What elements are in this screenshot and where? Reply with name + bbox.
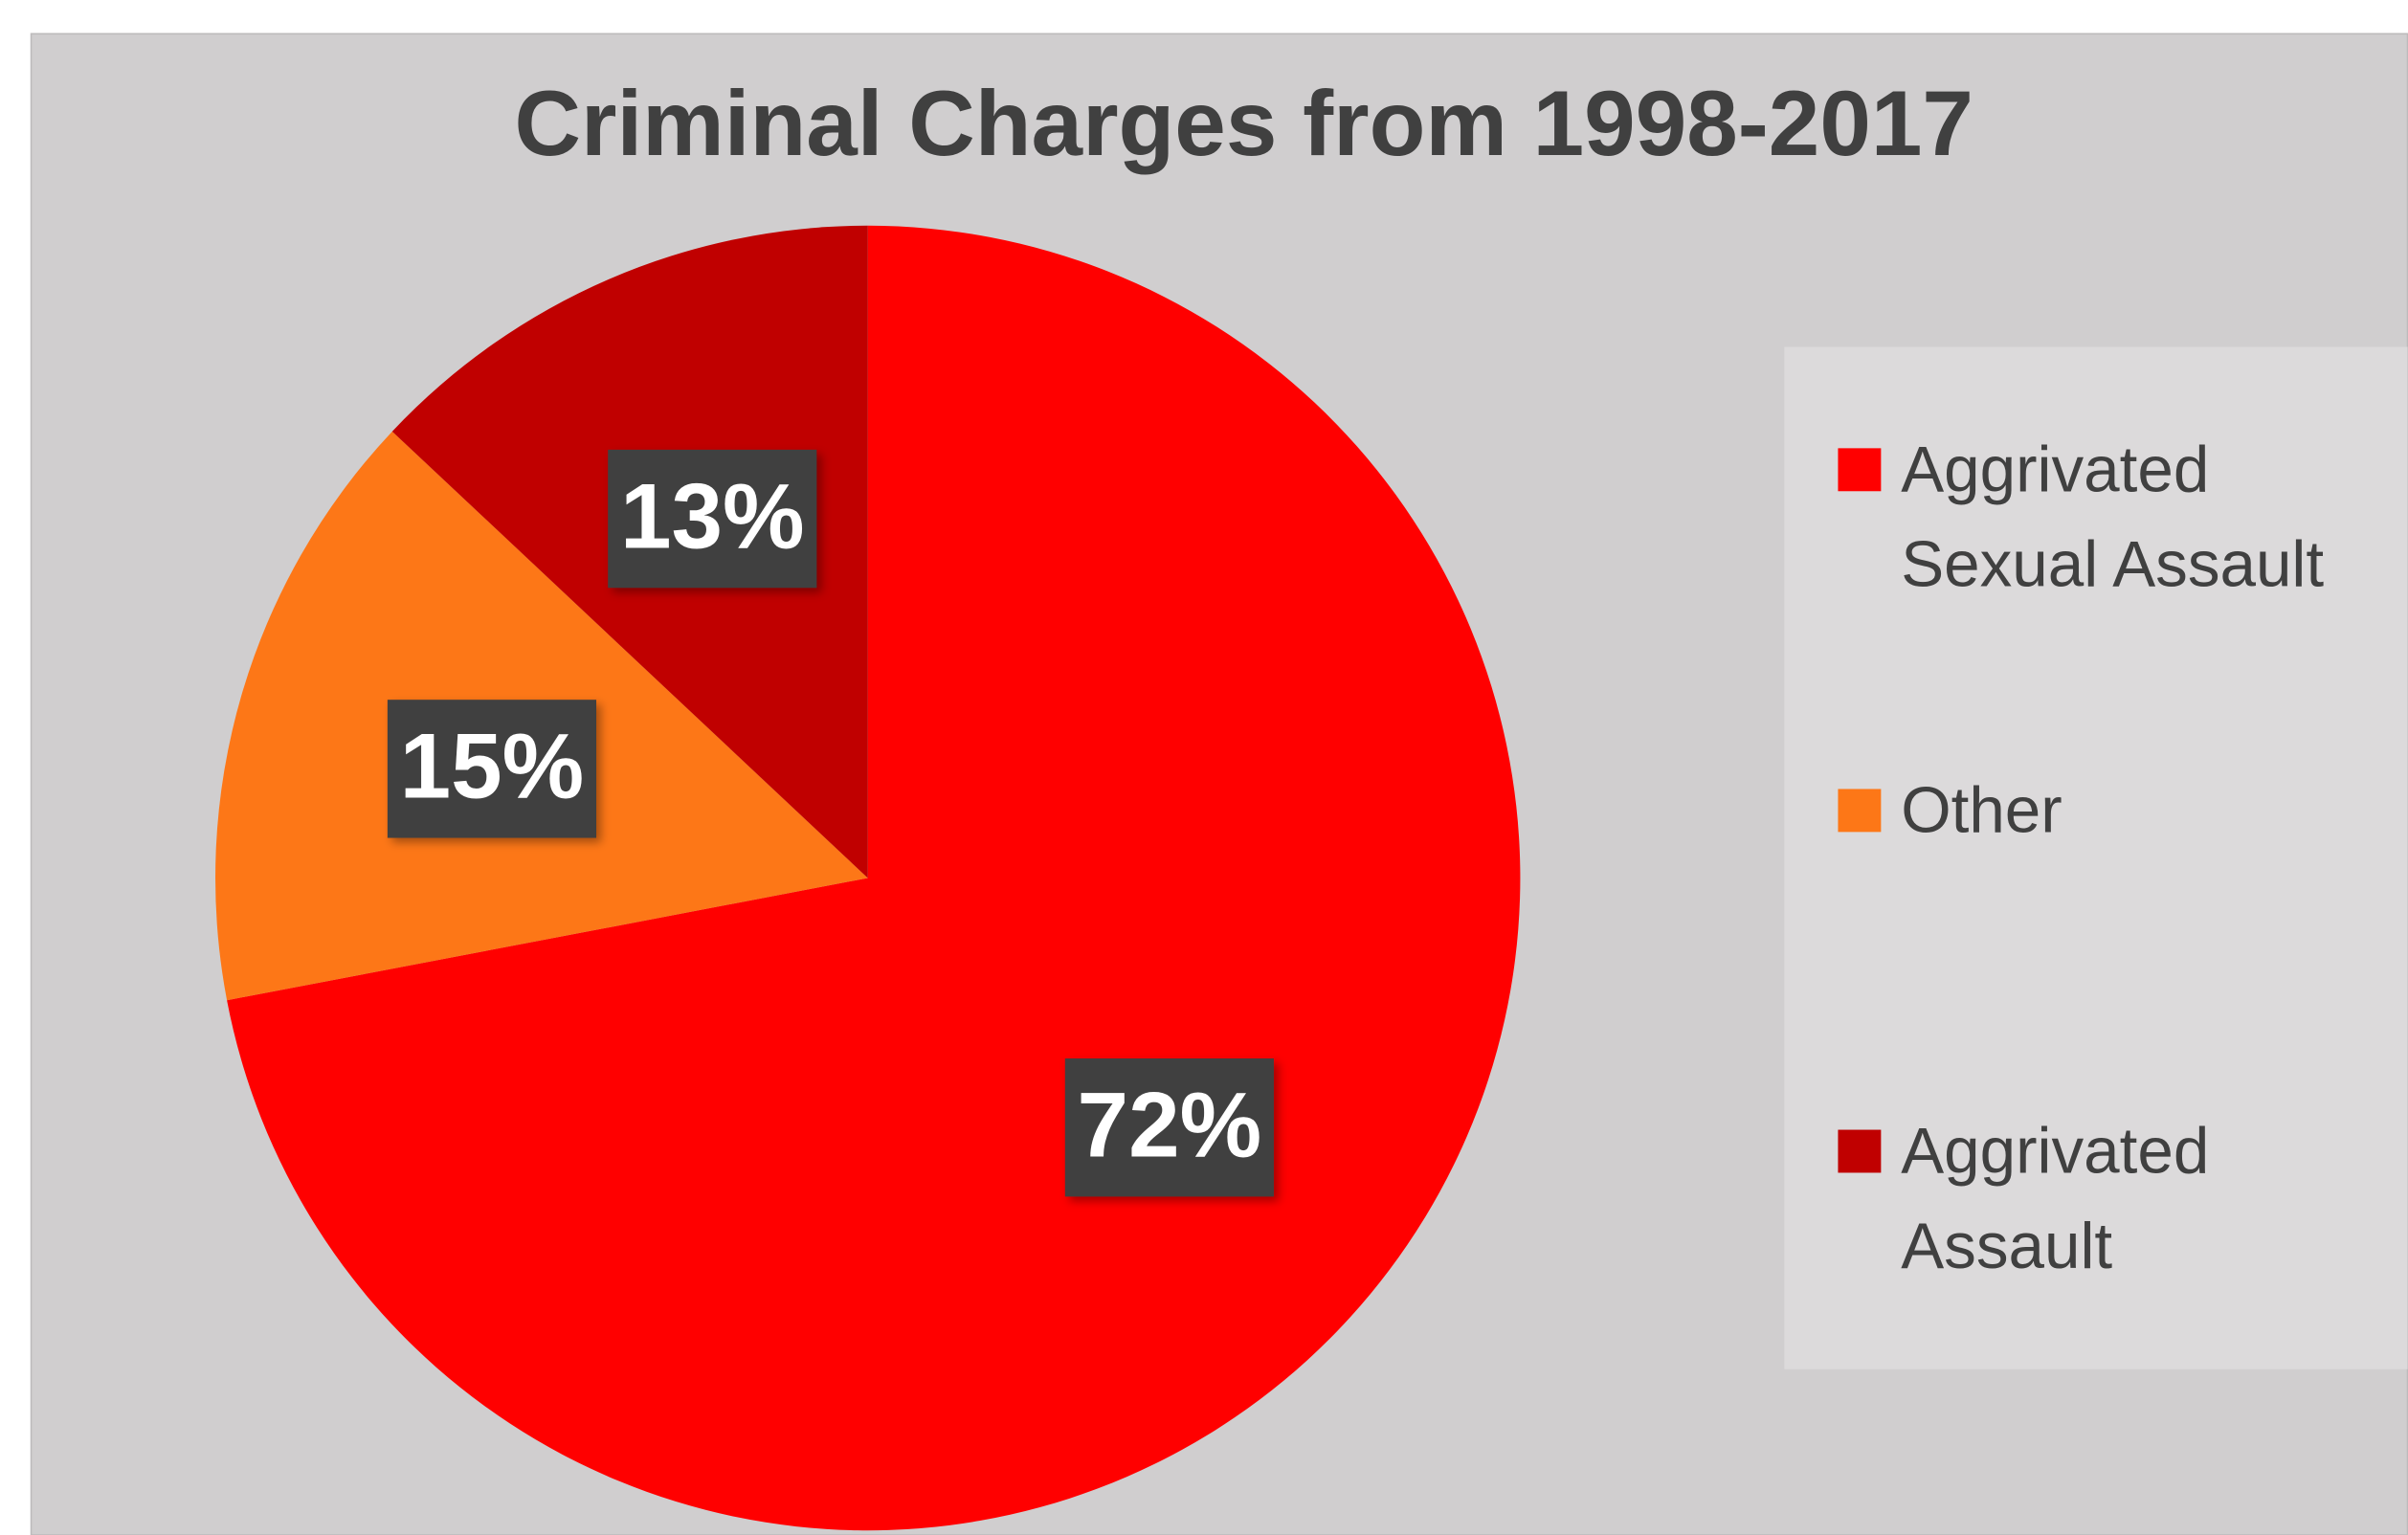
legend-box — [1784, 346, 2408, 1369]
data-labels: 72% 15% 13% — [387, 449, 1274, 1197]
legend-item: Other — [1901, 773, 2062, 846]
legend-label: Other — [1901, 773, 2062, 846]
data-label: 72% — [1078, 1074, 1262, 1176]
pie-slice — [227, 225, 1521, 1531]
legend-item: Aggrivated Assault — [1901, 1114, 2210, 1282]
pie — [215, 225, 1521, 1531]
legend-label: Aggrivated Sexual Assault — [1901, 433, 2325, 601]
legend-swatch — [1838, 448, 1882, 492]
data-label: 13% — [620, 465, 805, 567]
data-label-box — [608, 449, 817, 589]
data-label: 15% — [400, 716, 585, 818]
legend-swatch — [1838, 789, 1882, 833]
chart-title: Criminal Charges from 1998-2017 — [515, 73, 1973, 175]
data-label-box — [387, 700, 597, 838]
legend: Aggrivated Sexual Assault Other Aggrivated… — [1838, 433, 2325, 1282]
legend-item: Aggrivated Sexual Assault — [1901, 433, 2325, 601]
legend-swatch — [1838, 1129, 1882, 1173]
data-label-box — [1064, 1058, 1274, 1197]
legend-label: Aggrivated Assault — [1901, 1114, 2210, 1282]
